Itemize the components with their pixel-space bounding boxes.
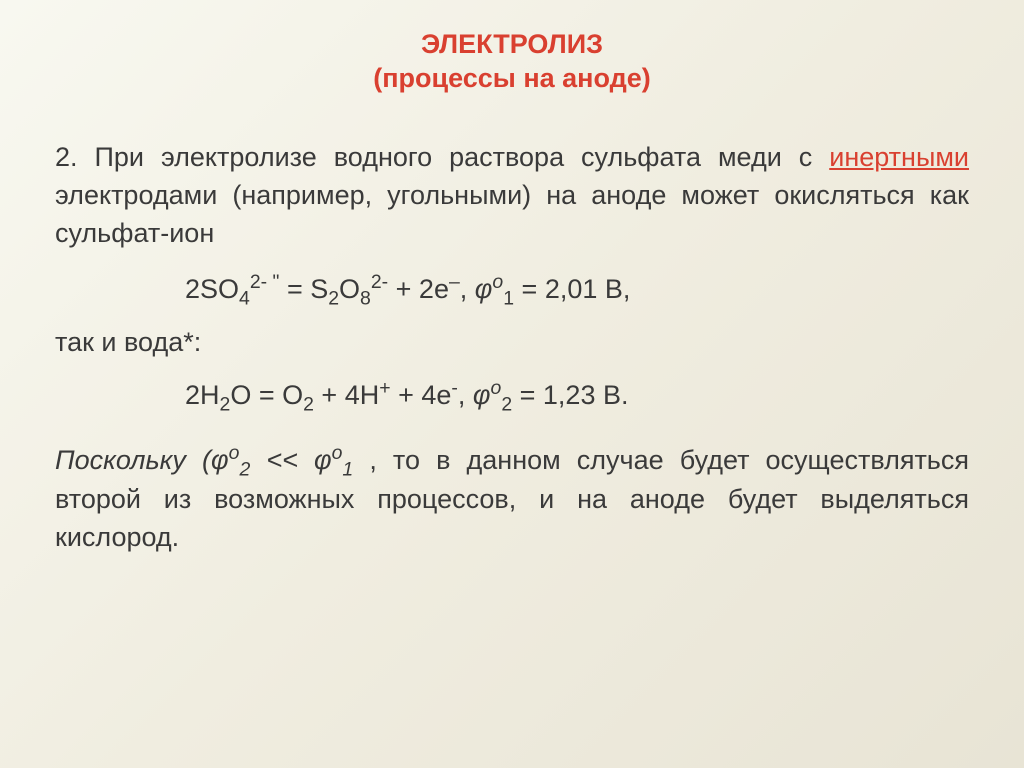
eq1-phi-sup: o (492, 271, 503, 293)
slide-title: ЭЛЕКТРОЛИЗ (процессы на аноде) (55, 28, 969, 96)
eq1-plus: + 2e (388, 274, 449, 304)
p2-cmp: << (250, 445, 314, 475)
eq2-plus2: + 4e (391, 380, 452, 410)
eq2-h2-sub: 2 (220, 394, 231, 416)
eq1-e-sup: – (449, 271, 460, 293)
p2-lead: Поскольку ( (55, 445, 211, 475)
p2-phi2: φ (314, 445, 332, 475)
eq1-s2-sub: 2 (328, 288, 339, 310)
eq2-phi-sup: o (491, 377, 502, 399)
eq1-val: = 2,01 В, (514, 274, 630, 304)
eq2-phi: φ (473, 380, 491, 410)
eq1-lhs: 2SO (185, 274, 239, 304)
equation-1: 2SO42- " = S2O82- + 2e–, φo1 = 2,01 В, (55, 274, 969, 305)
eq1-phi: φ (475, 274, 493, 304)
eq1-o8-sup: 2- (371, 271, 388, 293)
eq2-lhs: 2H (185, 380, 220, 410)
accent-word: инертными (829, 142, 969, 172)
p2-phi1: φ (211, 445, 229, 475)
eq1-mid: = S (279, 274, 328, 304)
eq1-comma: , (460, 274, 475, 304)
eq1-so4-sup: 2- " (250, 271, 280, 293)
middle-text: так и вода*: (55, 327, 969, 358)
p2-phi2-sup: o (332, 442, 343, 464)
p1-lead: 2. При электролизе водного раствора суль… (55, 142, 829, 172)
equation-2: 2H2O = O2 + 4H+ + 4e-, φo2 = 1,23 В. (55, 380, 969, 411)
eq2-val: = 1,23 В. (512, 380, 628, 410)
eq1-o: O (339, 274, 360, 304)
title-line-1: ЭЛЕКТРОЛИЗ (55, 28, 969, 62)
eq2-phi-sub: 2 (501, 394, 512, 416)
eq2-o1: O = O (230, 380, 303, 410)
p1-tail: электродами (например, угольными) на ано… (55, 180, 969, 248)
eq1-phi-sub: 1 (503, 288, 514, 310)
eq1-o8-sub: 8 (360, 288, 371, 310)
eq2-o2-sub: 2 (303, 394, 314, 416)
eq2-plus1: + 4H (314, 380, 379, 410)
p2-phi1-sub: 2 (239, 459, 250, 481)
eq2-h-sup: + (379, 377, 390, 399)
paragraph-1: 2. При электролизе водного раствора суль… (55, 138, 969, 253)
p2-phi2-sub: 1 (342, 459, 353, 481)
eq1-so4-sub: 4 (239, 288, 250, 310)
p2-phi1-sup: o (229, 442, 240, 464)
title-line-2: (процессы на аноде) (55, 62, 969, 96)
paragraph-2: Поскольку (φo2 << φo1 , то в данном случ… (55, 441, 969, 556)
eq2-comma: , (458, 380, 473, 410)
